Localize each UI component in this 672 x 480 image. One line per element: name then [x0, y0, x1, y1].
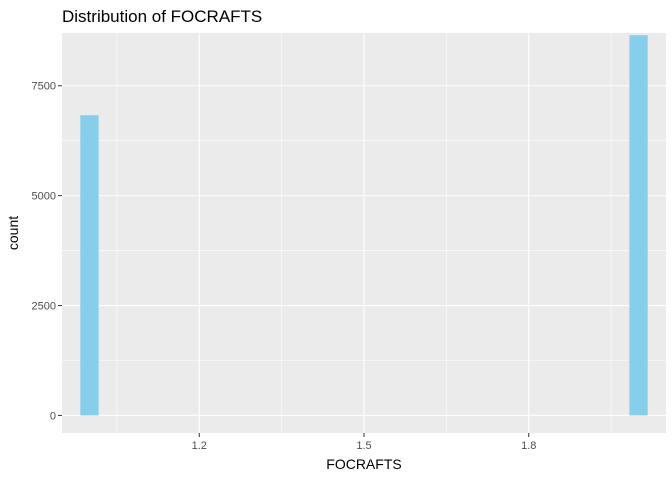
grid-major	[62, 33, 666, 433]
chart-title: Distribution of FOCRAFTS	[62, 7, 262, 26]
x-axis-title: FOCRAFTS	[326, 456, 401, 472]
y-tick-label: 7500	[32, 81, 56, 93]
y-axis: 0 2500 5000 7500	[32, 81, 62, 422]
histogram-bar	[80, 115, 99, 416]
y-tick-label: 5000	[32, 191, 56, 203]
histogram-bar	[629, 35, 648, 416]
bars	[80, 35, 648, 416]
x-tick-label: 1.5	[356, 440, 371, 452]
y-tick-label: 2500	[32, 301, 56, 313]
y-tick-label: 0	[50, 410, 56, 422]
x-tick-label: 1.8	[521, 440, 536, 452]
x-tick-label: 1.2	[192, 440, 207, 452]
x-axis: 1.2 1.5 1.8	[192, 433, 536, 452]
y-axis-title: count	[5, 216, 21, 250]
